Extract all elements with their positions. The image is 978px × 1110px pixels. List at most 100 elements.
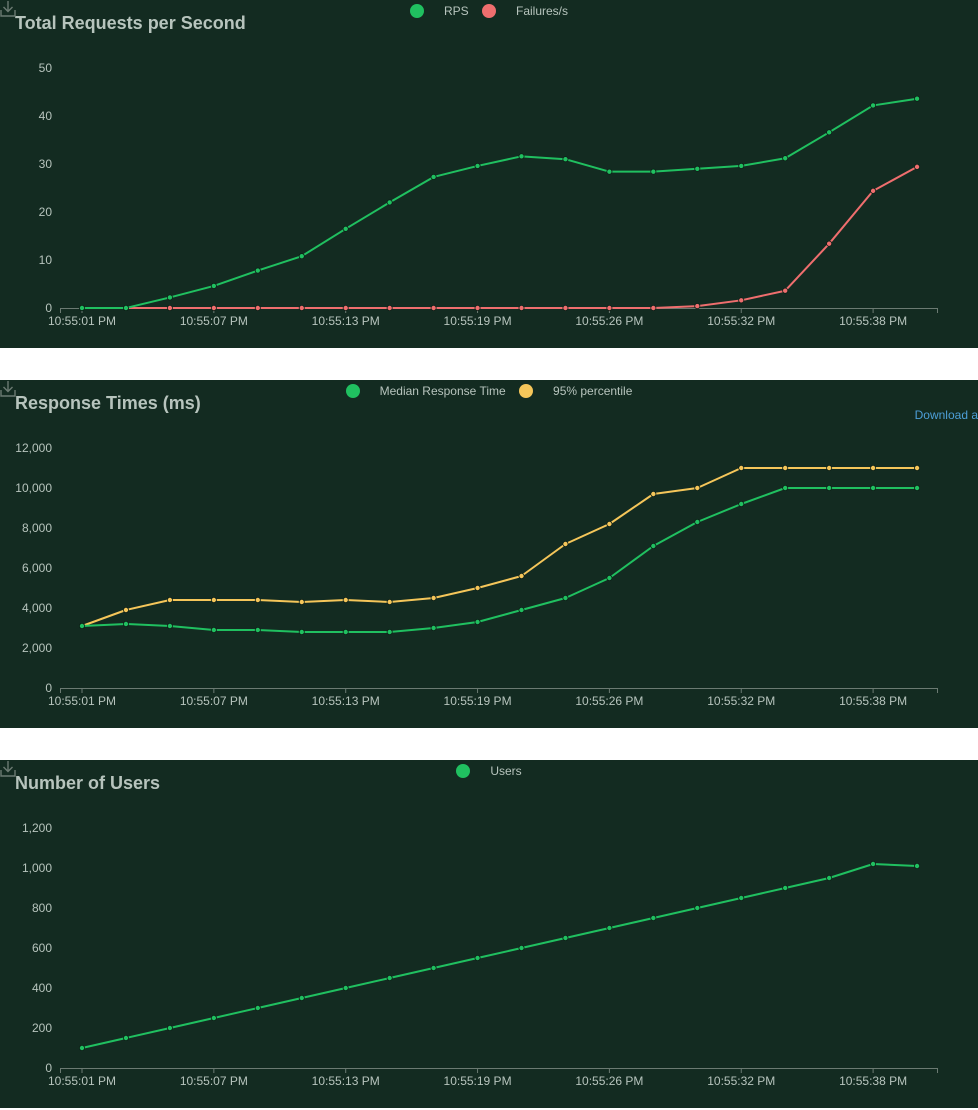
data-point-95-percentile[interactable] [650,491,657,498]
data-point-users[interactable] [650,914,657,921]
data-point-users[interactable] [694,904,701,911]
data-point-rps[interactable] [122,304,129,311]
data-point-rps[interactable] [606,168,613,175]
data-point-median-response-time[interactable] [254,626,261,633]
download-icon[interactable] [0,380,16,398]
data-point-95-percentile[interactable] [562,540,569,547]
data-point-users[interactable] [826,875,833,882]
data-point-users[interactable] [518,944,525,951]
data-point-failures-s[interactable] [914,163,921,170]
data-point-rps[interactable] [738,162,745,169]
data-point-median-response-time[interactable] [386,628,393,635]
data-point-rps[interactable] [79,304,86,311]
data-point-failures-s[interactable] [430,304,437,311]
data-point-users[interactable] [430,964,437,971]
data-point-95-percentile[interactable] [518,572,525,579]
data-point-users[interactable] [342,984,349,991]
legend-item-users[interactable]: Users [456,764,522,778]
data-point-95-percentile[interactable] [474,584,481,591]
data-point-median-response-time[interactable] [782,485,789,492]
legend-item-rps[interactable]: RPS [409,4,469,18]
data-point-rps[interactable] [254,267,261,274]
data-point-users[interactable] [562,934,569,941]
data-point-95-percentile[interactable] [254,596,261,603]
data-point-users[interactable] [166,1024,173,1031]
data-point-rps[interactable] [782,155,789,162]
data-point-rps[interactable] [650,168,657,175]
data-point-95-percentile[interactable] [870,465,877,472]
data-point-rps[interactable] [518,153,525,160]
data-point-95-percentile[interactable] [782,465,789,472]
data-point-users[interactable] [122,1034,129,1041]
data-point-users[interactable] [914,863,921,870]
data-point-median-response-time[interactable] [694,518,701,525]
data-point-rps[interactable] [166,294,173,301]
data-point-95-percentile[interactable] [606,520,613,527]
data-point-users[interactable] [870,861,877,868]
data-point-rps[interactable] [870,102,877,109]
data-point-median-response-time[interactable] [738,501,745,508]
data-point-95-percentile[interactable] [826,465,833,472]
data-point-median-response-time[interactable] [122,620,129,627]
data-point-failures-s[interactable] [694,303,701,310]
data-point-median-response-time[interactable] [210,626,217,633]
data-point-rps[interactable] [298,253,305,260]
data-point-median-response-time[interactable] [914,485,921,492]
data-point-users[interactable] [254,1004,261,1011]
data-point-rps[interactable] [210,282,217,289]
data-point-users[interactable] [782,885,789,892]
data-point-rps[interactable] [342,225,349,232]
data-point-median-response-time[interactable] [606,574,613,581]
data-point-failures-s[interactable] [826,240,833,247]
data-point-rps[interactable] [694,165,701,172]
data-point-median-response-time[interactable] [650,542,657,549]
data-point-95-percentile[interactable] [694,485,701,492]
legend-item-failures[interactable]: Failures/s [482,4,568,18]
data-point-95-percentile[interactable] [298,598,305,605]
data-point-failures-s[interactable] [342,304,349,311]
data-point-rps[interactable] [430,173,437,180]
data-point-95-percentile[interactable] [430,594,437,601]
data-point-failures-s[interactable] [650,304,657,311]
download-icon[interactable] [0,0,16,18]
data-point-failures-s[interactable] [606,304,613,311]
data-point-users[interactable] [738,894,745,901]
data-point-median-response-time[interactable] [430,624,437,631]
data-point-median-response-time[interactable] [562,594,569,601]
data-point-failures-s[interactable] [738,297,745,304]
data-point-95-percentile[interactable] [738,465,745,472]
data-point-median-response-time[interactable] [342,628,349,635]
data-point-users[interactable] [79,1044,86,1051]
data-point-95-percentile[interactable] [342,596,349,603]
download-link[interactable]: Download a [914,408,978,422]
data-point-rps[interactable] [474,162,481,169]
legend-item-p95[interactable]: 95% percentile [519,384,632,398]
data-point-failures-s[interactable] [474,304,481,311]
data-point-users[interactable] [210,1014,217,1021]
data-point-users[interactable] [474,954,481,961]
data-point-median-response-time[interactable] [298,628,305,635]
data-point-95-percentile[interactable] [210,596,217,603]
data-point-median-response-time[interactable] [79,622,86,629]
data-point-failures-s[interactable] [254,304,261,311]
data-point-95-percentile[interactable] [914,465,921,472]
legend-item-median[interactable]: Median Response Time [345,384,506,398]
data-point-failures-s[interactable] [562,304,569,311]
data-point-95-percentile[interactable] [166,596,173,603]
data-point-users[interactable] [298,994,305,1001]
download-icon[interactable] [0,760,16,778]
data-point-95-percentile[interactable] [122,606,129,613]
data-point-median-response-time[interactable] [826,485,833,492]
data-point-users[interactable] [386,974,393,981]
data-point-failures-s[interactable] [518,304,525,311]
data-point-rps[interactable] [562,156,569,163]
data-point-rps[interactable] [826,129,833,136]
data-point-failures-s[interactable] [166,304,173,311]
data-point-median-response-time[interactable] [166,622,173,629]
data-point-users[interactable] [606,924,613,931]
data-point-failures-s[interactable] [298,304,305,311]
data-point-rps[interactable] [914,95,921,102]
data-point-median-response-time[interactable] [474,618,481,625]
data-point-median-response-time[interactable] [870,485,877,492]
data-point-rps[interactable] [386,199,393,206]
